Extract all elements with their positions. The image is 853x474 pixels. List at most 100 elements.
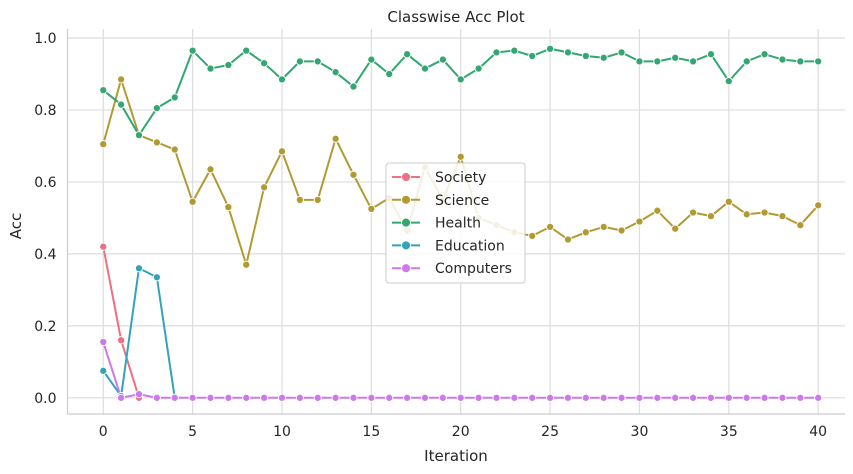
data-point-society [99, 242, 108, 251]
data-point-education [99, 366, 108, 375]
data-point-health [456, 75, 465, 84]
x-tick-label: 25 [541, 424, 559, 440]
data-point-health [814, 57, 823, 66]
data-point-computers [617, 393, 626, 402]
data-point-computers [313, 393, 322, 402]
data-point-computers [170, 393, 179, 402]
data-point-computers [385, 393, 394, 402]
data-point-health [724, 77, 733, 86]
data-point-science [760, 208, 769, 217]
x-tick-label: 15 [362, 424, 380, 440]
data-point-health [760, 50, 769, 59]
data-point-computers [99, 337, 108, 347]
data-point-science [581, 228, 590, 237]
legend-swatch-marker-science [401, 194, 411, 205]
data-point-computers [778, 393, 787, 402]
data-point-computers [117, 393, 126, 402]
data-point-science [528, 231, 537, 240]
data-point-computers [760, 393, 769, 402]
series-line-society [102, 246, 140, 399]
legend-label-health: Health [435, 216, 481, 232]
data-point-health [206, 64, 215, 73]
legend-label-society: Society [435, 170, 486, 186]
legend-swatch-marker-society [401, 172, 411, 182]
y-tick-label: 0.8 [34, 103, 56, 119]
y-tick-label: 1.0 [34, 31, 56, 47]
data-point-science [724, 197, 733, 206]
data-point-computers [242, 393, 251, 402]
data-point-science [653, 206, 662, 215]
data-point-health [117, 100, 126, 109]
data-point-science [671, 224, 680, 233]
data-point-computers [563, 393, 573, 402]
data-point-health [260, 59, 269, 68]
y-tick-labels: 0.0 0.2 0.4 0.6 0.8 1.0 [34, 31, 56, 407]
data-point-health [510, 46, 519, 55]
legend-label-education: Education [435, 238, 505, 254]
data-point-health [152, 104, 161, 113]
data-point-computers [206, 393, 215, 402]
data-point-science [170, 145, 179, 154]
data-point-health [492, 48, 501, 57]
data-point-science [617, 226, 626, 235]
data-point-health [170, 93, 179, 102]
data-point-computers [581, 393, 590, 402]
legend-box [385, 162, 526, 284]
data-point-health [385, 69, 394, 79]
data-point-health [134, 131, 144, 140]
data-point-science [546, 222, 555, 231]
data-point-science [689, 208, 698, 217]
series-markers [99, 44, 823, 402]
data-point-computers [814, 393, 823, 402]
data-point-computers [724, 393, 733, 402]
data-point-health [277, 75, 287, 84]
data-point-computers [224, 393, 233, 402]
data-point-computers [546, 393, 555, 402]
x-tick-label: 35 [720, 424, 738, 440]
data-point-computers [367, 393, 376, 402]
data-point-computers [510, 393, 519, 402]
chart-title: Classwise Acc Plot [387, 8, 524, 26]
data-point-science [242, 260, 251, 269]
data-point-health [689, 57, 698, 66]
data-point-computers [295, 393, 304, 402]
data-point-science [152, 138, 161, 147]
data-point-science [295, 195, 304, 204]
data-point-computers [331, 393, 340, 402]
legend-swatch-marker-health [401, 217, 411, 228]
data-point-computers [706, 393, 715, 402]
data-point-health [295, 57, 304, 66]
data-point-computers [671, 393, 680, 402]
data-point-computers [349, 393, 358, 402]
data-point-science [224, 203, 233, 212]
data-point-health [188, 46, 197, 55]
data-point-science [778, 212, 787, 221]
data-point-science [635, 217, 644, 226]
x-tick-label: 0 [99, 424, 108, 440]
legend: Society Science Health Education Computers [385, 162, 526, 284]
data-point-science [331, 134, 340, 143]
data-point-health [224, 60, 233, 70]
data-point-science [260, 183, 269, 192]
data-point-science [814, 201, 823, 210]
data-point-health [420, 64, 430, 73]
data-point-computers [456, 393, 465, 402]
legend-swatch-marker-education [401, 240, 411, 251]
legend-swatch-marker-computers [401, 263, 411, 274]
legend-label-science: Science [435, 193, 489, 209]
data-point-education [152, 273, 161, 282]
data-point-science [188, 197, 197, 206]
data-point-computers [420, 393, 430, 402]
data-point-society [117, 336, 126, 345]
data-point-health [99, 86, 108, 95]
data-point-health [367, 55, 376, 64]
data-point-health [635, 57, 644, 66]
data-point-health [349, 82, 358, 91]
data-point-science [117, 75, 126, 84]
x-tick-label: 30 [631, 424, 649, 440]
data-point-health [671, 53, 680, 62]
data-point-science [206, 165, 215, 174]
data-point-computers [438, 393, 447, 402]
y-tick-label: 0.6 [34, 175, 56, 191]
